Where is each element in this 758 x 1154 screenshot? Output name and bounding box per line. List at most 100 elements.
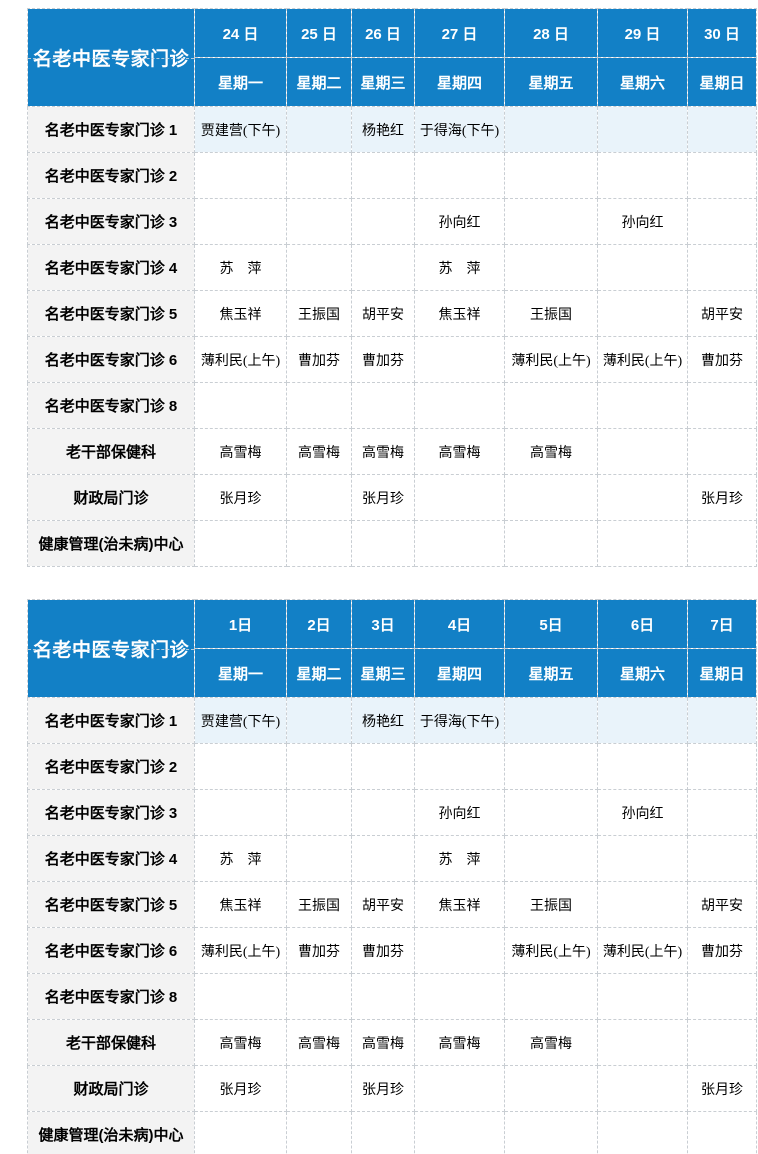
schedule-cell [414, 336, 505, 383]
date-header-cell: 1日 [194, 599, 287, 649]
schedule-cell [687, 1111, 757, 1154]
schedule-cell [194, 789, 287, 836]
row-label: 名老中医专家门诊 1 [27, 697, 195, 744]
weekday-header-cell: 星期三 [351, 648, 415, 698]
schedule-cell [597, 106, 688, 153]
schedule-cell [286, 697, 352, 744]
schedule-row: 财政局门诊 张月珍 张月珍 张月珍 [27, 474, 757, 521]
weekday-header-cell: 星期日 [687, 648, 757, 698]
schedule-cell [414, 382, 505, 429]
schedule-cell [597, 835, 688, 882]
date-header-cell: 6日 [597, 599, 688, 649]
schedule-cell [194, 198, 287, 245]
date-header-cell: 4日 [414, 599, 505, 649]
schedule-cell: 贾建营(下午) [194, 697, 287, 744]
schedule-cell [504, 789, 598, 836]
schedule-cell [351, 382, 415, 429]
schedule-row: 名老中医专家门诊 1 贾建营(下午) 杨艳红 于得海(下午) [27, 106, 757, 153]
schedule-row: 名老中医专家门诊 5 焦玉祥 王振国 胡平安 焦玉祥 王振国 胡平安 [27, 290, 757, 337]
schedule-cell [414, 474, 505, 521]
schedule-cell: 张月珍 [194, 1065, 287, 1112]
schedule-cell: 胡平安 [351, 290, 415, 337]
schedule-row: 名老中医专家门诊 8 [27, 973, 757, 1020]
schedule-cell [351, 198, 415, 245]
schedule-cell [504, 835, 598, 882]
row-label: 名老中医专家门诊 2 [27, 152, 195, 199]
schedule-cell: 杨艳红 [351, 106, 415, 153]
schedule-cell: 高雪梅 [351, 1019, 415, 1066]
schedule-cell: 焦玉祥 [194, 881, 287, 928]
schedule-cell [504, 474, 598, 521]
schedule-row: 名老中医专家门诊 8 [27, 382, 757, 429]
schedule-cell: 薄利民(上午) [597, 336, 688, 383]
schedule-cell [597, 973, 688, 1020]
schedule-row: 名老中医专家门诊 6 薄利民(上午) 曹加芬 曹加芬 薄利民(上午) 薄利民(上午) 曹加芬 [27, 336, 757, 383]
row-label: 名老中医专家门诊 8 [27, 973, 195, 1020]
schedule-cell [194, 973, 287, 1020]
schedule-cell: 曹加芬 [687, 336, 757, 383]
date-header-cell: 5日 [504, 599, 598, 649]
schedule-cell: 焦玉祥 [194, 290, 287, 337]
row-label: 名老中医专家门诊 8 [27, 382, 195, 429]
schedule-cell: 高雪梅 [194, 428, 287, 475]
schedule-cell [687, 244, 757, 291]
schedule-cell [414, 152, 505, 199]
schedule-cell: 孙向红 [414, 198, 505, 245]
weekday-header-cell: 星期四 [414, 57, 505, 107]
weekday-header-cell: 星期六 [597, 57, 688, 107]
schedule-cell [597, 520, 688, 567]
schedule-cell [286, 789, 352, 836]
schedule-cell: 张月珍 [687, 1065, 757, 1112]
date-header-cell: 25 日 [286, 8, 352, 58]
schedule-cell [504, 520, 598, 567]
schedule-cell [504, 697, 598, 744]
schedule-cell: 薄利民(上午) [597, 927, 688, 974]
schedule-cell: 胡平安 [687, 290, 757, 337]
schedule-cell [351, 244, 415, 291]
weekdays-header-row: 星期一 星期二 星期三 星期四 星期五 星期六 星期日 [28, 648, 757, 698]
weekday-header-cell: 星期一 [194, 57, 287, 107]
schedule-row: 名老中医专家门诊 5 焦玉祥 王振国 胡平安 焦玉祥 王振国 胡平安 [27, 881, 757, 928]
schedule-cell [414, 1111, 505, 1154]
schedule-cell: 苏 萍 [414, 835, 505, 882]
row-label: 名老中医专家门诊 3 [27, 789, 195, 836]
row-label: 名老中医专家门诊 6 [27, 927, 195, 974]
weekdays-header-row: 星期一 星期二 星期三 星期四 星期五 星期六 星期日 [28, 57, 757, 107]
schedule-cell [351, 152, 415, 199]
schedule-table-week-2: 名老中医专家门诊 1日 2日 3日 4日 5日 6日 7日 星期一 星期二 星期三 星期四 星期五星… [27, 599, 757, 1154]
schedule-cell [194, 382, 287, 429]
row-label: 名老中医专家门诊 1 [27, 106, 195, 153]
weekday-header-cell: 星期五 [504, 648, 598, 698]
schedule-cell: 张月珍 [351, 1065, 415, 1112]
schedule-cell: 杨艳红 [351, 697, 415, 744]
schedule-cell [597, 290, 688, 337]
schedule-cell [597, 881, 688, 928]
schedule-cell: 王振国 [286, 290, 352, 337]
schedule-cell [286, 198, 352, 245]
row-label: 财政局门诊 [27, 1065, 195, 1112]
schedule-cell [687, 106, 757, 153]
schedule-cell: 高雪梅 [286, 428, 352, 475]
schedule-cell: 孙向红 [597, 789, 688, 836]
date-header-cell: 3日 [351, 599, 415, 649]
schedule-cell: 曹加芬 [286, 336, 352, 383]
schedule-cell [597, 428, 688, 475]
schedule-table-week-1: 名老中医专家门诊 24 日 25 日 26 日 27 日 28 日 29 日 30 日 星期… [27, 8, 757, 567]
schedule-cell [687, 428, 757, 475]
row-label: 名老中医专家门诊 2 [27, 743, 195, 790]
schedule-cell [351, 1111, 415, 1154]
schedule-cell [286, 1065, 352, 1112]
schedule-cell [504, 244, 598, 291]
schedule-cell [687, 198, 757, 245]
schedule-cell [597, 152, 688, 199]
schedule-cell: 王振国 [504, 881, 598, 928]
schedule-cell [504, 152, 598, 199]
schedule-cell: 孙向红 [597, 198, 688, 245]
date-header-cell: 7日 [687, 599, 757, 649]
schedule-cell [597, 697, 688, 744]
row-label: 名老中医专家门诊 5 [27, 290, 195, 337]
schedule-cell: 焦玉祥 [414, 290, 505, 337]
schedule-row: 健康管理(治未病)中心 [27, 520, 757, 567]
schedule-cell: 苏 萍 [194, 835, 287, 882]
schedule-cell [504, 382, 598, 429]
